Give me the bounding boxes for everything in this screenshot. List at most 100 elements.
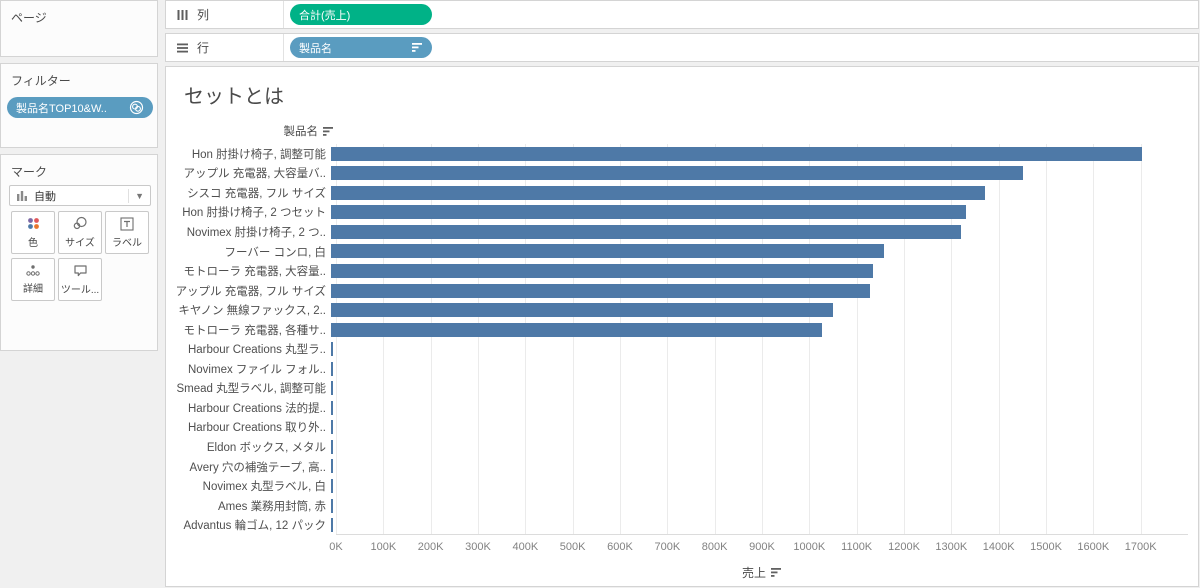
row-label[interactable]: フーバー コンロ, 白 bbox=[224, 246, 326, 259]
row-label[interactable]: Harbour Creations 取り外.. bbox=[187, 422, 326, 435]
bar-mark[interactable] bbox=[331, 283, 871, 298]
bar-mark[interactable] bbox=[331, 342, 334, 357]
row-label[interactable]: Harbour Creations 丸型ラ.. bbox=[187, 344, 326, 357]
sort-descending-icon[interactable] bbox=[412, 43, 423, 52]
bar-mark[interactable] bbox=[331, 185, 986, 200]
row-field-header[interactable]: 製品名 bbox=[166, 123, 336, 139]
x-axis-tick-label: 800K bbox=[701, 541, 728, 553]
pages-shelf-title: ページ bbox=[11, 11, 47, 25]
chevron-down-icon: ▼ bbox=[128, 188, 146, 203]
sheet-title[interactable]: セットとは bbox=[184, 86, 284, 108]
x-axis-tick-label: 700K bbox=[654, 541, 681, 553]
bar-row: Hon 肘掛け椅子, 調整可能 bbox=[166, 144, 1188, 164]
x-axis-tick-label: 1100K bbox=[841, 541, 873, 553]
gridline bbox=[714, 144, 716, 534]
bar-mark[interactable] bbox=[331, 381, 333, 396]
row-label[interactable]: Advantus 輪ゴム, 12 パック bbox=[183, 520, 326, 533]
row-label[interactable]: アップル 充電器, フル サイズ bbox=[175, 285, 326, 298]
bar-row: シスコ 充電器, フル サイズ bbox=[166, 183, 1188, 203]
columns-drop-zone[interactable]: 合計(売上) bbox=[284, 1, 1198, 28]
bar-mark[interactable] bbox=[331, 322, 823, 337]
x-axis-tick-label: 1700K bbox=[1124, 541, 1157, 553]
bar-row: Advantus 輪ゴム, 12 パック bbox=[166, 515, 1188, 535]
bar-row: Harbour Creations 取り外.. bbox=[166, 418, 1188, 438]
bar-row: Ames 業務用封筒, 赤 bbox=[166, 496, 1188, 516]
filter-pill-label: 製品名TOP10&W.. bbox=[16, 102, 107, 115]
row-field-header-label: 製品名 bbox=[283, 126, 319, 138]
gridline bbox=[572, 144, 574, 534]
bar-row: キヤノン 無線ファックス, 2.. bbox=[166, 300, 1188, 320]
row-label[interactable]: Novimex 肘掛け椅子, 2 つ.. bbox=[186, 226, 326, 239]
size-button[interactable]: サイズ bbox=[58, 211, 102, 254]
sort-descending-icon[interactable] bbox=[771, 568, 782, 577]
x-axis-tick-label: 400K bbox=[512, 541, 539, 553]
row-plot bbox=[331, 379, 1183, 399]
label-button[interactable]: ラベル bbox=[105, 211, 149, 254]
row-label[interactable]: Hon 肘掛け椅子, 調整可能 bbox=[191, 148, 326, 161]
x-axis-tick-label: 1400K bbox=[982, 541, 1015, 553]
bar-mark[interactable] bbox=[331, 244, 885, 259]
x-axis-tick-label: 1300K bbox=[935, 541, 968, 553]
bar-mark[interactable] bbox=[331, 498, 333, 513]
bar-mark[interactable] bbox=[331, 146, 1142, 161]
row-plot bbox=[331, 144, 1183, 164]
x-axis-title[interactable]: 売上 bbox=[336, 564, 1188, 581]
bar-mark[interactable] bbox=[331, 166, 1023, 181]
row-label[interactable]: シスコ 充電器, フル サイズ bbox=[187, 187, 326, 200]
row-label[interactable]: Novimex 丸型ラベル, 白 bbox=[202, 481, 326, 494]
row-label[interactable]: モトローラ 充電器, 各種サ.. bbox=[183, 324, 326, 337]
sort-descending-icon[interactable] bbox=[323, 126, 334, 136]
columns-icon bbox=[176, 9, 189, 21]
row-plot bbox=[331, 183, 1183, 203]
row-label[interactable]: キヤノン 無線ファックス, 2.. bbox=[178, 305, 326, 318]
row-label[interactable]: Eldon ボックス, メタル bbox=[206, 441, 326, 454]
gridline bbox=[1140, 144, 1142, 534]
bar-mark[interactable] bbox=[331, 478, 333, 493]
rows-drop-zone[interactable]: 製品名 bbox=[284, 34, 1198, 61]
dimension-pill-label: 製品名 bbox=[299, 42, 332, 55]
bar-mark[interactable] bbox=[331, 420, 333, 435]
columns-shelf-header: 列 bbox=[166, 1, 284, 28]
bar-mark[interactable] bbox=[331, 361, 333, 376]
mark-type-dropdown[interactable]: 自動 ▼ bbox=[9, 185, 151, 206]
bar-mark[interactable] bbox=[331, 459, 333, 474]
row-label[interactable]: Ames 業務用封筒, 赤 bbox=[218, 500, 326, 513]
row-label[interactable]: Smead 丸型ラベル, 調整可能 bbox=[176, 383, 326, 396]
x-axis-title-label: 売上 bbox=[741, 566, 766, 580]
tooltip-button[interactable]: ツール... bbox=[58, 258, 102, 301]
gridline bbox=[951, 144, 953, 534]
bar-mark[interactable] bbox=[331, 518, 333, 533]
bar-mark[interactable] bbox=[331, 439, 333, 454]
bar-mark[interactable] bbox=[331, 224, 962, 239]
row-label[interactable]: アップル 充電器, 大容量バ.. bbox=[183, 168, 326, 181]
row-label[interactable]: モトローラ 充電器, 大容量.. bbox=[183, 266, 326, 279]
row-label[interactable]: Harbour Creations 法的提.. bbox=[187, 402, 326, 415]
filter-pill-product-set[interactable]: 製品名TOP10&W.. bbox=[7, 97, 153, 118]
row-label[interactable]: Hon 肘掛け椅子, 2 つセット bbox=[182, 207, 326, 220]
row-label[interactable]: Novimex ファイル フォル.. bbox=[187, 363, 326, 376]
bar-mark[interactable] bbox=[331, 205, 967, 220]
row-label[interactable]: Avery 穴の補強テープ, 高.. bbox=[189, 461, 326, 474]
measure-pill-sales-sum[interactable]: 合計(売上) bbox=[290, 4, 432, 25]
gridline bbox=[809, 144, 811, 534]
dimension-pill-product-name[interactable]: 製品名 bbox=[290, 37, 432, 58]
gridline bbox=[620, 144, 621, 534]
rows-icon bbox=[176, 42, 189, 54]
gridline bbox=[667, 144, 669, 534]
bar-mark[interactable] bbox=[331, 400, 333, 415]
bar-rows: Hon 肘掛け椅子, 調整可能アップル 充電器, 大容量バ.. シスコ 充電器, … bbox=[166, 144, 1188, 535]
pages-shelf[interactable]: ページ bbox=[0, 0, 158, 57]
rows-shelf[interactable]: 行 製品名 bbox=[165, 33, 1199, 62]
filters-shelf[interactable]: フィルター 製品名TOP10&W.. bbox=[0, 63, 158, 148]
x-axis-tick-label: 1000K bbox=[793, 541, 826, 553]
bar-mark[interactable] bbox=[331, 303, 834, 318]
bar-mark[interactable] bbox=[331, 263, 874, 278]
columns-shelf[interactable]: 列 合計(売上) bbox=[165, 0, 1199, 29]
detail-icon bbox=[25, 264, 41, 277]
gridline bbox=[762, 144, 763, 534]
color-button[interactable]: 色 bbox=[11, 211, 55, 254]
x-axis-tick-label: 200K bbox=[417, 541, 444, 553]
bar-row: モトローラ 充電器, 各種サ.. bbox=[166, 320, 1188, 340]
detail-button[interactable]: 詳細 bbox=[11, 258, 55, 301]
gridline bbox=[998, 144, 1000, 534]
